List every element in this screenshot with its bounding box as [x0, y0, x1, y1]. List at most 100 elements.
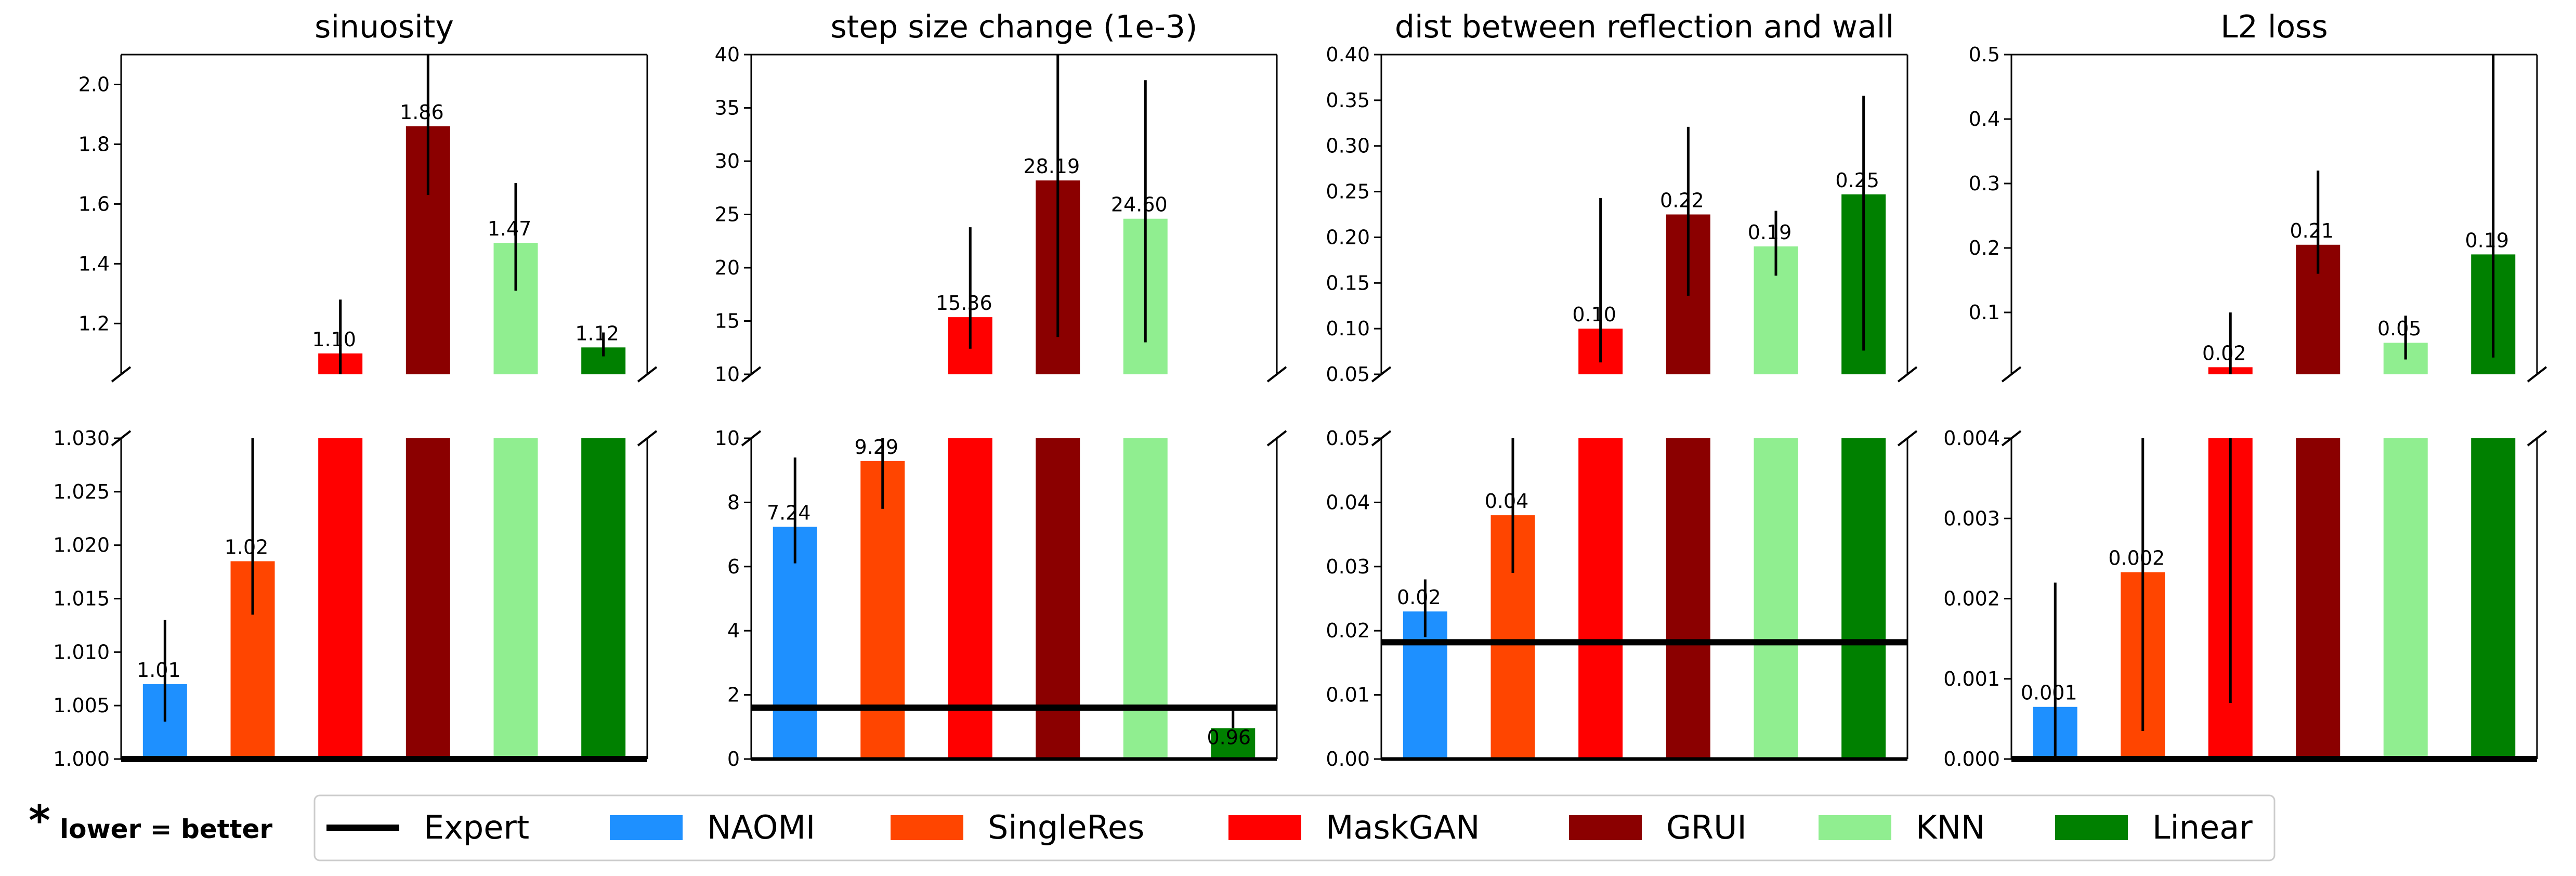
- y-tick-label: 0.5: [1969, 43, 2000, 66]
- data-label: 0.22: [1660, 189, 1704, 212]
- data-label: 0.25: [1835, 169, 1879, 192]
- legend-color-swatch: [1228, 815, 1301, 840]
- y-tick-label: 0.25: [1326, 180, 1370, 203]
- legend-item-knn: KNN: [1819, 808, 1985, 846]
- y-tick-label: 0.02: [1326, 619, 1370, 642]
- y-tick-label: 0.000: [1943, 748, 2000, 770]
- y-tick-label: 1.010: [53, 640, 110, 663]
- bar-lower-linear: [2471, 438, 2516, 759]
- y-tick-label: 25: [715, 203, 740, 226]
- panel-title: sinuosity: [315, 9, 454, 45]
- y-tick-label: 40: [715, 43, 740, 66]
- axis-break-mark: [1266, 366, 1287, 383]
- y-tick-label: 15: [715, 310, 740, 333]
- data-label: 0.19: [2465, 229, 2509, 252]
- chart-panels: sinuosity1.011.021.101.861.471.121.21.41…: [53, 9, 2547, 770]
- data-label: 0.001: [2021, 682, 2077, 704]
- axis-break-mark: [2001, 366, 2022, 383]
- bar-lower-maskgan: [1578, 438, 1623, 759]
- bar-lower-grui: [1666, 438, 1710, 759]
- y-tick-label: 0.03: [1326, 555, 1370, 578]
- data-label: 0.002: [2108, 547, 2165, 570]
- legend-label: MaskGAN: [1326, 808, 1480, 846]
- axis-break-mark: [637, 430, 658, 447]
- y-tick-label: 0.40: [1326, 43, 1370, 66]
- legend-color-swatch: [2055, 815, 2128, 840]
- axis-break-mark: [1897, 366, 1918, 383]
- y-tick-label: 1.2: [79, 312, 110, 335]
- y-tick-label: 10: [715, 363, 740, 386]
- axis-break-mark: [1266, 430, 1287, 447]
- data-label: 1.10: [312, 328, 356, 351]
- data-label: 28.19: [1023, 155, 1080, 178]
- axis-break-mark: [111, 366, 132, 383]
- legend-item-linear: Linear: [2055, 808, 2253, 846]
- y-tick-label: 10: [715, 427, 740, 450]
- y-tick-label: 1.6: [79, 192, 110, 215]
- data-label: 0.02: [1397, 586, 1441, 609]
- data-label: 24.60: [1111, 193, 1168, 216]
- data-label: 0.10: [1572, 303, 1616, 326]
- data-label: 0.96: [1207, 726, 1251, 749]
- y-tick-label: 0.002: [1943, 587, 2000, 610]
- bar-lower-naomi: [773, 527, 817, 759]
- data-label: 0.02: [2202, 342, 2246, 364]
- panel-title: L2 loss: [2220, 9, 2328, 45]
- bar-lower-maskgan: [318, 438, 363, 759]
- legend-item-singleres: SingleRes: [891, 808, 1144, 846]
- note-asterisk: *: [29, 796, 50, 845]
- y-tick-label: 35: [715, 97, 740, 120]
- y-tick-label: 0.4: [1969, 108, 2000, 130]
- bar-lower-linear: [1211, 728, 1256, 759]
- legend-label: SingleRes: [988, 808, 1144, 846]
- y-tick-label: 2: [727, 684, 740, 707]
- data-label: 1.12: [575, 322, 619, 345]
- y-tick-label: 1.8: [79, 133, 110, 155]
- y-tick-label: 0.003: [1943, 507, 2000, 530]
- y-tick-label: 1.015: [53, 587, 110, 610]
- bar-lower-grui: [2296, 438, 2340, 759]
- y-tick-label: 1.020: [53, 534, 110, 557]
- y-tick-label: 1.025: [53, 480, 110, 503]
- bar-lower-grui: [406, 438, 450, 759]
- legend-label: GRUI: [1666, 808, 1747, 846]
- bar-lower-knn: [493, 438, 538, 759]
- data-label: 9.29: [854, 436, 898, 459]
- data-label: 1.01: [137, 659, 181, 682]
- y-tick-label: 1.000: [53, 748, 110, 770]
- y-tick-label: 0.05: [1326, 427, 1370, 450]
- legend-item-grui: GRUI: [1569, 808, 1747, 846]
- chart-panel-2: step size change (1e-3) 7.24 9.29 15.36 28.1…: [715, 9, 1287, 770]
- data-label: 0.19: [1748, 221, 1792, 244]
- y-tick-label: 0.3: [1969, 172, 2000, 195]
- axis-break-mark: [637, 366, 658, 383]
- legend-color-swatch: [891, 815, 963, 840]
- chart-panel-3: dist between reflection and wall 0.02 0.04…: [1326, 9, 1918, 770]
- y-tick-label: 4: [727, 619, 740, 642]
- y-tick-label: 30: [715, 150, 740, 173]
- y-tick-label: 1.005: [53, 694, 110, 717]
- lower-is-better-note: lower = better: [60, 814, 272, 844]
- legend-label: Linear: [2152, 808, 2253, 846]
- bar-lower-maskgan: [948, 438, 992, 759]
- data-label: 15.36: [936, 292, 992, 315]
- y-tick-label: 6: [727, 555, 740, 578]
- legend-item-naomi: NAOMI: [610, 808, 815, 846]
- legend-color-swatch: [1819, 815, 1891, 840]
- y-tick-label: 1.4: [79, 252, 110, 275]
- data-label: 0.05: [2377, 317, 2422, 340]
- y-tick-label: 2.0: [79, 73, 110, 96]
- bar-lower-grui: [1036, 438, 1080, 759]
- data-label: 0.04: [1485, 490, 1529, 513]
- y-tick-label: 0.10: [1326, 317, 1370, 340]
- y-tick-label: 0.35: [1326, 89, 1370, 112]
- y-tick-label: 0.04: [1326, 491, 1370, 514]
- y-tick-label: 0.00: [1326, 748, 1370, 770]
- y-tick-label: 0.15: [1326, 271, 1370, 294]
- chart-panel-1: sinuosity 1.01 1.02 1.10 1.86 1.47 1.12 1.2 1.4 1…: [53, 9, 658, 770]
- legend-item-maskgan: MaskGAN: [1228, 808, 1480, 846]
- data-label: 7.24: [767, 501, 811, 524]
- data-label: 1.02: [225, 536, 269, 559]
- y-tick-label: 1.030: [53, 427, 110, 450]
